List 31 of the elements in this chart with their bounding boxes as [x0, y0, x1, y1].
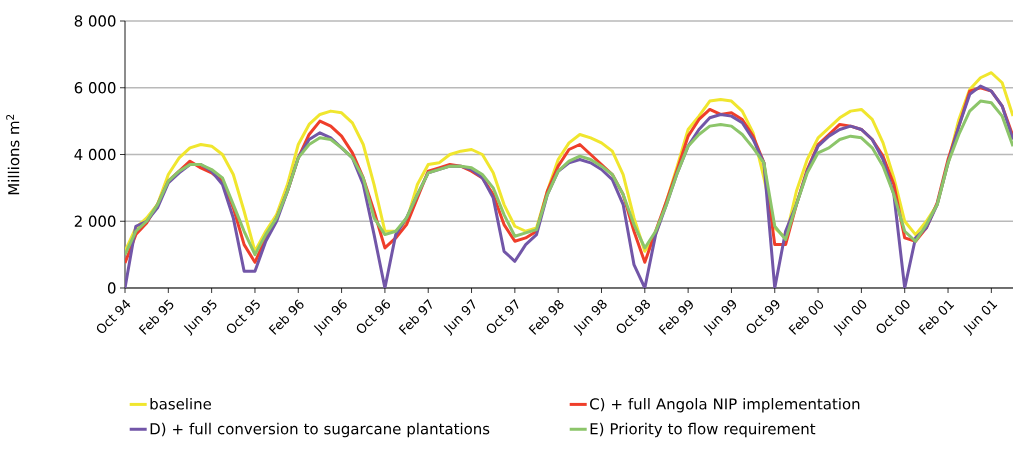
x-tick-label: Feb 95	[138, 299, 174, 335]
legend-label: D) + full conversion to sugarcane plantations	[150, 422, 490, 438]
x-tick-label: Feb 96	[268, 299, 304, 335]
y-axis-title: Millions m$^{2}$	[6, 114, 20, 195]
x-tick-label: Jun 01	[963, 300, 998, 336]
x-tick-label: Oct 00	[876, 300, 910, 334]
y-tick-label: 6 000	[74, 82, 116, 94]
x-tick-label: Feb 00	[788, 300, 824, 335]
x-tick-label: Oct 95	[226, 299, 260, 334]
x-tick-label: Jun 98	[573, 299, 607, 336]
x-tick-label: Jun 95	[183, 299, 217, 336]
y-tick-label: 4 000	[74, 148, 116, 161]
x-tick-label: Oct 94	[96, 299, 131, 334]
y-tick-label: 8 000	[74, 15, 116, 27]
x-tick-label: Feb 98	[528, 299, 564, 335]
x-tick-label: Feb 01	[918, 300, 955, 335]
x-tick-label: Jun 00	[833, 300, 867, 336]
x-tick-label: Feb 97	[398, 299, 432, 335]
x-tick-label: Jun 99	[703, 300, 737, 336]
y-tick-label: 0	[107, 282, 116, 294]
legend-label: baseline	[150, 398, 211, 410]
x-tick-label: Jun 96	[313, 299, 347, 336]
x-tick-label: Oct 99	[746, 300, 780, 334]
x-tick-label: Jun 97	[443, 298, 476, 336]
x-tick-label: Feb 99	[658, 300, 693, 335]
x-tick-label: Oct 96	[356, 299, 391, 334]
x-tick-label: Oct 97	[486, 298, 519, 334]
x-tick-label: Oct 98	[616, 299, 650, 334]
legend-label: E) Priority to flow requirement	[590, 422, 816, 438]
legend-label: C) + full Angola NIP implementation	[590, 398, 860, 413]
y-tick-label: 2 000	[74, 215, 116, 227]
